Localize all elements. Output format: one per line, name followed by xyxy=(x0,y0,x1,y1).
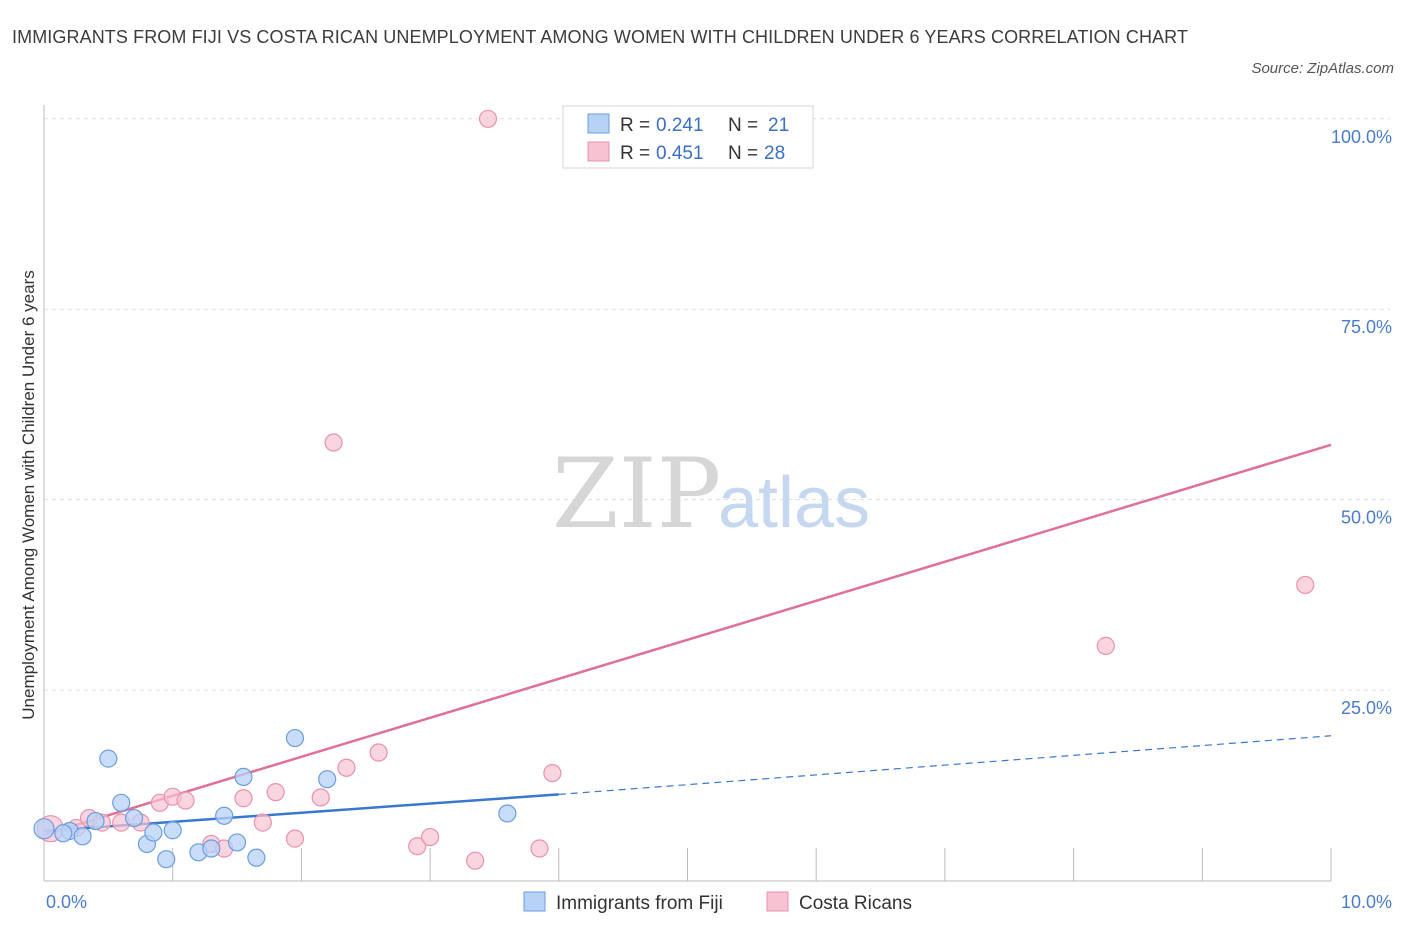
legend-cr-swatch xyxy=(587,141,610,162)
fiji-point xyxy=(144,823,163,842)
x-tick-label: 10.0% xyxy=(1341,892,1392,912)
legend-fiji-r-label: R = xyxy=(620,115,650,136)
costa-rican-point xyxy=(1096,636,1115,655)
costa-rican-point xyxy=(311,788,330,807)
costa-rican-point xyxy=(478,109,498,128)
fiji-point xyxy=(73,827,92,846)
fiji-point xyxy=(498,804,517,823)
bottom-legend-cr-label: Costa Ricans xyxy=(799,893,912,914)
costa-rican-point xyxy=(253,813,272,832)
costa-rican-point xyxy=(324,433,343,452)
costa-rican-point xyxy=(266,783,285,802)
fiji-point xyxy=(285,728,305,748)
fiji-trend-extension xyxy=(558,735,1332,796)
fiji-point xyxy=(157,850,176,869)
watermark-atlas: atlas xyxy=(718,463,870,543)
legend-fiji-n-label: N = xyxy=(728,115,758,136)
legend-fiji-r-value: 0.241 xyxy=(656,115,704,136)
costa-rican-point xyxy=(530,839,549,858)
legend-fiji-swatch xyxy=(587,113,610,134)
fiji-points xyxy=(33,728,517,869)
x-tick-labels: 0.0% 10.0% xyxy=(46,892,1392,912)
watermark-zip: ZIP xyxy=(552,438,721,550)
legend-cr-n-label: N = xyxy=(728,143,758,164)
costa-rican-point xyxy=(176,791,195,810)
bottom-legend-fiji-label: Immigrants from Fiji xyxy=(556,893,723,914)
costa-rican-point xyxy=(234,789,253,808)
fiji-point xyxy=(163,821,182,840)
costa-rican-point xyxy=(466,851,485,870)
costa-rican-point xyxy=(543,763,562,783)
bottom-legend-fiji-swatch xyxy=(523,891,546,912)
gridlines xyxy=(44,118,1390,691)
y-tick-label: 75.0% xyxy=(1341,317,1392,337)
x-tick-label: 0.0% xyxy=(46,892,87,912)
chart-title: IMMIGRANTS FROM FIJI VS COSTA RICAN UNEM… xyxy=(12,27,1189,47)
fiji-point xyxy=(215,806,234,825)
fiji-point xyxy=(112,793,131,812)
fiji-point xyxy=(202,839,221,858)
costa-rican-trend-line xyxy=(43,443,1332,836)
fiji-point xyxy=(33,818,55,840)
y-tick-label: 25.0% xyxy=(1341,698,1392,718)
legend-cr-r-value: 0.451 xyxy=(656,143,704,164)
bottom-legend-cr-swatch xyxy=(766,891,789,912)
fiji-point xyxy=(227,833,247,852)
fiji-point xyxy=(247,848,266,867)
costa-rican-point xyxy=(285,829,305,848)
y-tick-labels: 100.0% 75.0% 50.0% 25.0% xyxy=(1331,127,1392,718)
costa-rican-point xyxy=(369,743,388,762)
costa-rican-point xyxy=(1296,575,1315,595)
correlation-legend: R = 0.241 N = 21 R = 0.451 N = 28 xyxy=(562,105,814,169)
y-tick-label: 50.0% xyxy=(1341,508,1392,528)
fiji-point xyxy=(86,811,105,831)
legend-cr-r-label: R = xyxy=(620,143,650,164)
source-label: Source: ZipAtlas.com xyxy=(1251,60,1394,77)
costa-rican-point xyxy=(408,837,427,856)
y-axis-label: Unemployment Among Women with Children U… xyxy=(19,270,38,719)
y-tick-label: 100.0% xyxy=(1331,127,1392,147)
legend-cr-n-value: 28 xyxy=(764,143,785,164)
fiji-point xyxy=(99,749,118,768)
fiji-point xyxy=(124,808,144,828)
fiji-point xyxy=(318,770,337,789)
legend-fiji-n-value: 21 xyxy=(768,115,789,136)
series-legend: Immigrants from Fiji Costa Ricans xyxy=(523,891,912,914)
fiji-point xyxy=(234,767,253,787)
costa-rican-point xyxy=(421,827,440,847)
fiji-point xyxy=(54,824,73,843)
costa-rican-point xyxy=(337,758,356,777)
